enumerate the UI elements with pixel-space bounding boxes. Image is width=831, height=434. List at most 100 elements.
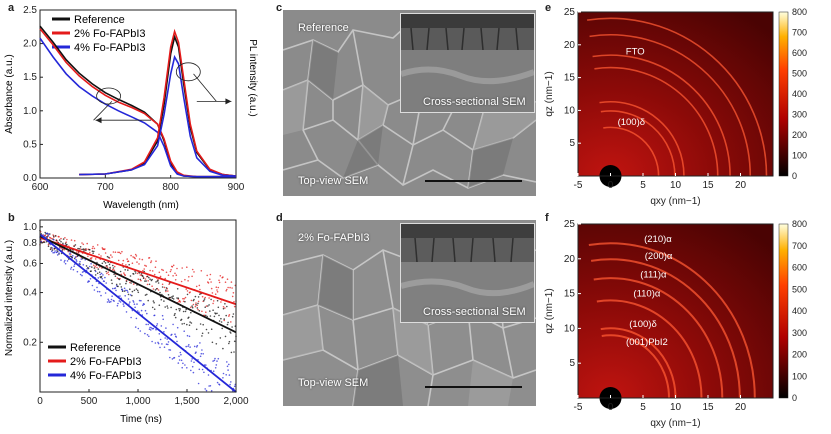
scatter-point [125, 264, 127, 266]
scatter-point [195, 351, 197, 353]
scatter-point [174, 333, 176, 335]
scatter-point [140, 309, 143, 312]
ring-1 [600, 110, 676, 176]
scatter-point [106, 266, 109, 269]
scatter-point [186, 266, 188, 268]
x-tick-label-b-0: 0 [37, 396, 43, 407]
scatter-point [150, 327, 153, 329]
scatter-point [87, 255, 89, 258]
scatter-point [56, 249, 58, 251]
scatter-point [203, 371, 205, 374]
scatter-point [159, 291, 161, 294]
scatter-point [130, 254, 132, 257]
scatter-point [231, 326, 233, 328]
scatter-point [225, 314, 227, 317]
scatter-point [192, 371, 195, 374]
scatter-point [84, 248, 86, 250]
scatter-point [61, 249, 64, 251]
scatter-point [73, 265, 75, 267]
scatter-point [177, 362, 180, 364]
scatter-point [153, 273, 156, 276]
scatter-point [207, 332, 210, 334]
scatter-point [158, 333, 161, 335]
scatter-point [205, 314, 207, 317]
scatter-point [78, 248, 81, 250]
scatter-point [199, 323, 202, 325]
scatter-point [151, 270, 154, 272]
scatter-point [172, 295, 174, 297]
scatter-point [43, 241, 46, 244]
scatter-point [150, 329, 152, 331]
scatter-point [147, 280, 149, 282]
scatter-point [101, 247, 104, 249]
scatter-point [100, 275, 103, 278]
scatter-point [69, 252, 71, 254]
scatter-point [178, 355, 180, 358]
scatter-point [136, 289, 139, 292]
ring-label-e-1: (100)δ [618, 117, 645, 128]
y-tick-label-f-2: 15 [564, 289, 576, 300]
scatter-point [96, 286, 98, 289]
scatter-point [149, 326, 151, 329]
scatter-point [222, 276, 224, 278]
scatter-point [112, 287, 114, 290]
scatter-point [137, 291, 140, 294]
scatter-point [48, 233, 50, 235]
caption-top-view-d: Top-view SEM [298, 377, 369, 389]
ring-label-f-5: (001)PbI2 [626, 337, 668, 348]
scatter-point [169, 349, 172, 351]
scatter-point [105, 282, 107, 284]
scatter-point [108, 263, 111, 266]
x-tick-label-b-4: 2,000 [223, 396, 248, 407]
scatter-point [198, 284, 201, 287]
scatter-point [75, 251, 78, 253]
scatter-point [167, 290, 169, 292]
scatter-point [164, 337, 166, 339]
scatter-point [212, 302, 214, 305]
scatter-point [81, 248, 83, 251]
scatter-point [171, 297, 174, 299]
scatter-point [155, 328, 157, 331]
scatter-point [91, 266, 93, 268]
scatter-point [230, 351, 233, 354]
caption-cross-sectional-d: Cross-sectional SEM [423, 306, 526, 318]
scatter-point [198, 368, 201, 371]
scale-bar-d [425, 386, 522, 388]
scatter-point [114, 275, 117, 277]
scatter-point [42, 234, 45, 236]
scatter-point [94, 274, 97, 276]
y-tick-label-e-3: 20 [564, 40, 576, 51]
scatter-point [132, 300, 134, 302]
scatter-point [85, 249, 87, 252]
scatter-point [168, 349, 170, 351]
scatter-point [151, 340, 153, 343]
scatter-point [200, 352, 203, 355]
scatter-point [92, 245, 94, 248]
scatter-point [173, 356, 176, 359]
scatter-point [190, 306, 192, 309]
fit-line-1 [39, 236, 237, 306]
pl-line-0 [79, 34, 237, 177]
scatter-point [73, 245, 75, 248]
scatter-point [129, 288, 131, 290]
scatter-point [172, 298, 175, 300]
scatter-point [147, 299, 149, 302]
x-tick-label-a-3: 900 [228, 182, 245, 193]
ring-6 [586, 17, 768, 176]
x-tick-label-e-2: 5 [640, 180, 646, 191]
scatter-point [191, 275, 193, 278]
scatter-point [201, 349, 203, 351]
legend-label-2pct: 2% Fo-FAPbI3 [74, 28, 146, 40]
scatter-point [157, 342, 160, 345]
colorbar-label-e-8: 800 [792, 7, 807, 17]
scatter-point [225, 374, 227, 376]
scatter-point [186, 293, 189, 296]
scatter-point [78, 262, 81, 265]
scatter-point [81, 257, 84, 260]
colorbar-label-f-1: 100 [792, 371, 807, 381]
arrow-right-head [225, 98, 232, 105]
scatter-point [58, 236, 60, 238]
scatter-point [151, 306, 154, 309]
scatter-point [209, 278, 211, 280]
scatter-point [134, 272, 137, 274]
